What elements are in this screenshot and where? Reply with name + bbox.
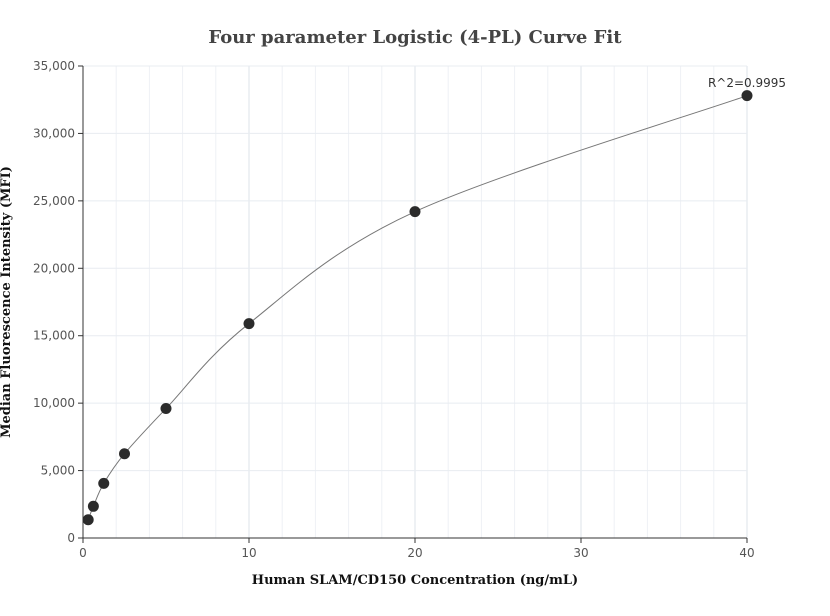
data-point <box>160 403 172 415</box>
y-tick-label: 5,000 <box>41 464 75 478</box>
r-squared-annotation: R^2=0.9995 <box>708 76 786 90</box>
x-tick-label: 0 <box>79 546 87 560</box>
grid <box>82 65 748 538</box>
x-tick-label: 30 <box>573 546 588 560</box>
data-point <box>82 514 94 526</box>
data-point <box>243 318 255 330</box>
y-tick-label: 15,000 <box>33 329 75 343</box>
y-tick-label: 30,000 <box>33 126 75 140</box>
y-tick-label: 35,000 <box>33 59 75 73</box>
data-point <box>87 500 99 512</box>
x-tick-label: 10 <box>241 546 256 560</box>
fit-curve <box>87 95 748 520</box>
x-axis-label: Human SLAM/CD150 Concentration (ng/mL) <box>252 573 578 588</box>
x-tick-label: 20 <box>407 546 422 560</box>
y-tick-label: 0 <box>67 531 75 545</box>
data-point <box>119 448 130 460</box>
y-tick-label: 10,000 <box>33 396 75 410</box>
y-tick-label: 20,000 <box>33 261 75 275</box>
y-tick-label: 25,000 <box>33 194 75 208</box>
y-axis-label: Median Fluorescence Intensity (MFI) <box>0 166 14 438</box>
data-points <box>82 90 753 526</box>
data-point <box>98 477 110 489</box>
data-point <box>409 206 421 218</box>
chart-title: Four parameter Logistic (4-PL) Curve Fit <box>208 27 622 48</box>
x-tick-label: 40 <box>739 546 754 560</box>
y-ticks: 0 5,000 10,000 15,000 20,000 25,000 30,000 35,0… <box>33 59 83 545</box>
data-point <box>741 90 753 102</box>
x-ticks: 0 10 20 30 40 <box>79 538 755 560</box>
